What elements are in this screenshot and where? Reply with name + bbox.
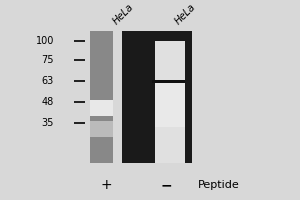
Text: HeLa: HeLa <box>173 2 197 26</box>
Bar <box>152 80 186 83</box>
Text: Peptide: Peptide <box>198 180 240 190</box>
Bar <box>112 31 122 163</box>
Text: −: − <box>161 178 172 192</box>
Bar <box>90 121 112 137</box>
Bar <box>90 31 112 163</box>
Bar <box>154 83 184 127</box>
Text: 63: 63 <box>42 76 54 86</box>
Bar <box>122 31 154 163</box>
Text: 35: 35 <box>42 118 54 128</box>
Bar <box>154 31 184 41</box>
Text: 75: 75 <box>41 55 54 65</box>
Bar <box>154 31 184 163</box>
Text: +: + <box>101 178 112 192</box>
Text: HeLa: HeLa <box>111 2 136 26</box>
Text: 100: 100 <box>36 36 54 46</box>
Text: 48: 48 <box>42 97 54 107</box>
Bar <box>184 31 192 163</box>
Bar <box>90 100 112 116</box>
